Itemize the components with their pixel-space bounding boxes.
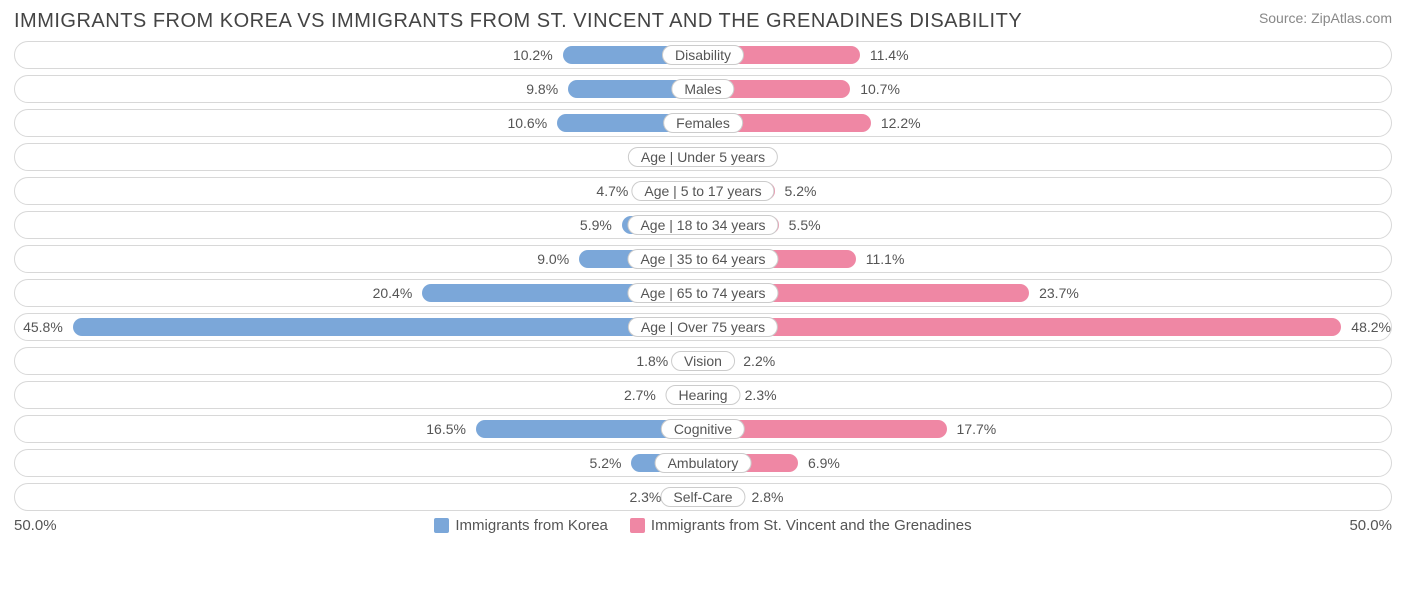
row-left-half: 16.5% (15, 416, 703, 442)
left-pct-label: 9.8% (526, 81, 558, 97)
row-right-half: 11.1% (703, 246, 1391, 272)
left-pct-label: 16.5% (426, 421, 466, 437)
chart-row: 9.0% 11.1% Age | 35 to 64 years (14, 245, 1392, 273)
axis-left-label: 50.0% (14, 517, 57, 534)
row-right-half: 0.79% (703, 144, 1391, 170)
row-right-half: 11.4% (703, 42, 1391, 68)
chart-row: 1.1%0.79%Age | Under 5 years (14, 143, 1392, 171)
left-pct-label: 2.3% (629, 489, 661, 505)
row-right-half: 17.7% (703, 416, 1391, 442)
right-pct-label: 6.9% (808, 455, 840, 471)
right-pct-label: 2.2% (743, 353, 775, 369)
chart-row: 16.5% 17.7% Cognitive (14, 415, 1392, 443)
left-pct-label: 5.9% (580, 217, 612, 233)
row-category-label: Hearing (665, 385, 740, 405)
chart-row: 45.8% 48.2% Age | Over 75 years (14, 313, 1392, 341)
row-right-half: 48.2% (703, 314, 1391, 340)
left-pct-label: 9.0% (537, 251, 569, 267)
row-right-half: 2.3% (703, 382, 1391, 408)
chart-row: 20.4% 23.7% Age | 65 to 74 years (14, 279, 1392, 307)
row-left-half: 4.7% (15, 178, 703, 204)
chart-area: 10.2%11.4%Disability9.8%10.7%Males10.6%1… (14, 41, 1392, 511)
right-pct-label: 5.2% (785, 183, 817, 199)
left-pct-label: 4.7% (596, 183, 628, 199)
row-left-half: 10.6% (15, 110, 703, 136)
row-right-half: 2.8% (703, 484, 1391, 510)
row-left-half: 1.8% (15, 348, 703, 374)
legend-swatch-right (630, 518, 645, 533)
right-pct-label: 23.7% (1039, 285, 1079, 301)
row-category-label: Cognitive (661, 419, 745, 439)
right-pct-label: 17.7% (957, 421, 997, 437)
left-pct-label: 5.2% (590, 455, 622, 471)
chart-row: 5.9% 5.5% Age | 18 to 34 years (14, 211, 1392, 239)
row-right-half: 10.7% (703, 76, 1391, 102)
left-pct-label: 45.8% (23, 319, 63, 335)
row-left-half: 1.1% (15, 144, 703, 170)
left-bar (73, 318, 703, 336)
row-left-half: 20.4% (15, 280, 703, 306)
legend-label-left: Immigrants from Korea (455, 517, 608, 534)
row-category-label: Age | 5 to 17 years (631, 181, 774, 201)
row-right-half: 6.9% (703, 450, 1391, 476)
row-right-half: 2.2% (703, 348, 1391, 374)
right-pct-label: 2.3% (745, 387, 777, 403)
row-category-label: Disability (662, 45, 744, 65)
row-right-half: 5.5% (703, 212, 1391, 238)
row-right-half: 12.2% (703, 110, 1391, 136)
left-pct-label: 2.7% (624, 387, 656, 403)
row-left-half: 9.0% (15, 246, 703, 272)
right-pct-label: 10.7% (860, 81, 900, 97)
row-category-label: Females (663, 113, 743, 133)
row-right-half: 23.7% (703, 280, 1391, 306)
row-category-label: Self-Care (660, 487, 745, 507)
right-pct-label: 11.1% (866, 251, 905, 267)
chart-row: 4.7% 5.2% Age | 5 to 17 years (14, 177, 1392, 205)
footer: 50.0% Immigrants from Korea Immigrants f… (14, 517, 1392, 534)
row-left-half: 5.2% (15, 450, 703, 476)
right-bar (703, 318, 1341, 336)
chart-row: 2.3% 2.8% Self-Care (14, 483, 1392, 511)
row-category-label: Age | 65 to 74 years (627, 283, 778, 303)
right-pct-label: 48.2% (1351, 319, 1391, 335)
header: IMMIGRANTS FROM KOREA VS IMMIGRANTS FROM… (14, 10, 1392, 33)
right-pct-label: 11.4% (870, 47, 909, 63)
left-pct-label: 20.4% (373, 285, 413, 301)
left-pct-label: 10.6% (507, 115, 547, 131)
right-pct-label: 2.8% (752, 489, 784, 505)
row-category-label: Males (671, 79, 734, 99)
row-left-half: 2.7% (15, 382, 703, 408)
row-left-half: 2.3% (15, 484, 703, 510)
left-pct-label: 1.8% (636, 353, 668, 369)
legend-item-left: Immigrants from Korea (434, 517, 608, 534)
legend-label-right: Immigrants from St. Vincent and the Gren… (651, 517, 972, 534)
source-label: Source: ZipAtlas.com (1259, 10, 1392, 26)
row-category-label: Age | Under 5 years (628, 147, 778, 167)
row-category-label: Vision (671, 351, 735, 371)
chart-row: 9.8% 10.7% Males (14, 75, 1392, 103)
row-category-label: Age | Over 75 years (628, 317, 778, 337)
right-pct-label: 12.2% (881, 115, 921, 131)
chart-row: 5.2% 6.9% Ambulatory (14, 449, 1392, 477)
row-right-half: 5.2% (703, 178, 1391, 204)
right-pct-label: 5.5% (789, 217, 821, 233)
row-left-half: 45.8% (15, 314, 703, 340)
row-category-label: Age | 18 to 34 years (627, 215, 778, 235)
chart-row: 10.2% 11.4% Disability (14, 41, 1392, 69)
chart-row: 1.8% 2.2% Vision (14, 347, 1392, 375)
row-left-half: 5.9% (15, 212, 703, 238)
legend: Immigrants from Korea Immigrants from St… (434, 517, 971, 534)
legend-item-right: Immigrants from St. Vincent and the Gren… (630, 517, 972, 534)
chart-title: IMMIGRANTS FROM KOREA VS IMMIGRANTS FROM… (14, 10, 1022, 33)
legend-swatch-left (434, 518, 449, 533)
left-pct-label: 10.2% (513, 47, 553, 63)
chart-row: 2.7% 2.3% Hearing (14, 381, 1392, 409)
row-category-label: Ambulatory (655, 453, 752, 473)
row-left-half: 10.2% (15, 42, 703, 68)
axis-right-label: 50.0% (1349, 517, 1392, 534)
row-left-half: 9.8% (15, 76, 703, 102)
row-category-label: Age | 35 to 64 years (627, 249, 778, 269)
chart-row: 10.6% 12.2% Females (14, 109, 1392, 137)
